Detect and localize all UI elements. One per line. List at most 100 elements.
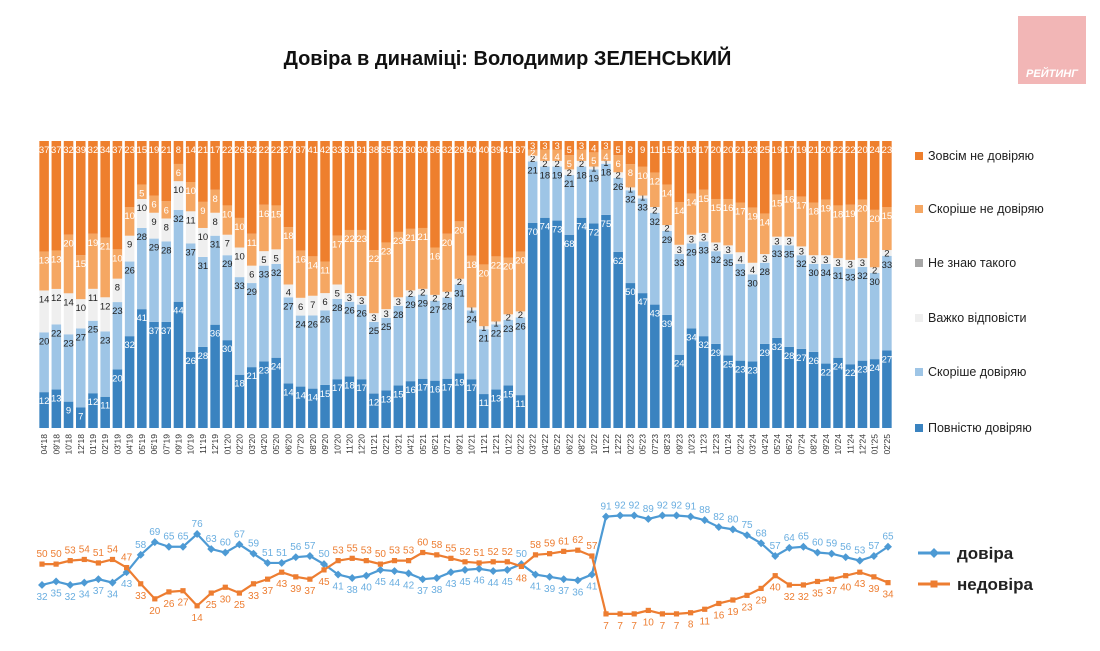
bar-segment (308, 141, 318, 257)
line-value-label: 76 (192, 519, 204, 530)
line-value-label: 44 (389, 578, 401, 589)
distrust-point (490, 559, 496, 565)
bar-segment (857, 141, 868, 200)
bar-segment (344, 141, 355, 230)
bar-segment (588, 141, 599, 153)
line-value-label: 53 (389, 546, 401, 557)
x-tick-label: 05'23 (638, 434, 648, 455)
line-value-label: 63 (206, 534, 218, 545)
bar-value-label: 3 (713, 242, 718, 253)
bar-value-label: 14 (295, 391, 306, 402)
bar-segment (857, 266, 868, 361)
bar-segment (259, 251, 269, 266)
distrust-point (800, 582, 806, 588)
bar-segment (540, 160, 550, 167)
line-value-label: 64 (784, 533, 796, 544)
bar-segment (857, 199, 868, 259)
bar-segment (772, 245, 782, 338)
bar-value-label: 2 (432, 293, 437, 304)
trust-point (235, 540, 244, 549)
bar-value-label: 27 (75, 332, 86, 343)
bar-segment (430, 300, 440, 381)
bar-segment (576, 141, 587, 150)
bar-segment (210, 189, 220, 213)
bar-segment (454, 221, 465, 279)
distrust-point (109, 556, 116, 563)
bar-segment (295, 297, 306, 316)
distrust-point (391, 558, 398, 564)
bar-value-label: 4 (603, 152, 608, 163)
bar-segment (747, 262, 758, 275)
x-tick-label: 11'21 (479, 434, 489, 454)
bar-segment (137, 227, 147, 310)
bar-segment (882, 350, 892, 428)
bar-segment (869, 267, 880, 274)
bar-segment (491, 141, 501, 257)
bar-value-label: 19 (845, 209, 856, 220)
bar-segment (491, 256, 501, 322)
bar-value-label: 2 (542, 159, 547, 170)
bar-segment (393, 297, 404, 306)
line-value-label: 92 (615, 500, 627, 511)
line-value-label: 58 (135, 540, 147, 551)
bar-segment (185, 141, 196, 182)
bar-value-label: 37 (161, 326, 172, 337)
bar-value-label: 29 (759, 348, 770, 359)
bar-segment (405, 141, 416, 229)
bar-value-label: 6 (322, 297, 327, 308)
bar-value-label: 12 (39, 396, 50, 407)
legend-swatch (915, 368, 923, 376)
distrust-point (631, 611, 637, 617)
legend-label: Не знаю такого (928, 256, 1016, 270)
line-value-label: 47 (121, 553, 133, 564)
bar-segment (527, 223, 538, 428)
distrust-point (81, 556, 87, 563)
x-tick-label: 06'22 (564, 434, 574, 455)
bar-segment (283, 227, 294, 285)
distrust-point (673, 611, 680, 617)
bar-segment (210, 235, 220, 325)
bar-segment (63, 401, 74, 428)
bar-segment (527, 141, 538, 150)
bar-segment (88, 288, 98, 321)
bar-value-label: 10 (137, 203, 148, 214)
bar-segment (246, 265, 257, 284)
line-value-label: 37 (262, 586, 274, 597)
bar-segment (674, 244, 685, 254)
bar-segment (100, 237, 110, 298)
bar-segment (124, 141, 135, 208)
bar-segment (344, 376, 355, 428)
bar-value-label: 42 (320, 145, 331, 156)
distrust-point (39, 561, 45, 567)
line-value-label: 41 (586, 582, 598, 593)
trust-point (38, 580, 46, 589)
distrust-point (293, 574, 299, 580)
bar-value-label: 31 (833, 271, 844, 282)
bar-segment (564, 169, 575, 176)
bar-value-label: 3 (701, 233, 706, 244)
bar-segment (246, 233, 257, 266)
bar-segment (503, 257, 514, 315)
bar-value-label: 14 (308, 260, 319, 271)
bar-segment (88, 393, 98, 428)
bar-value-label: 26 (308, 319, 319, 330)
bar-segment (137, 141, 147, 185)
bar-segment (124, 235, 135, 262)
bar-segment (161, 241, 172, 322)
bar-segment (735, 360, 746, 428)
distrust-point (95, 560, 101, 566)
bar-value-label: 15 (772, 198, 783, 209)
bar-value-label: 15 (320, 389, 331, 400)
bar-value-label: 21 (100, 242, 111, 253)
bar-value-label: 29 (405, 300, 416, 311)
bar-value-label: 15 (503, 389, 514, 400)
bar-value-label: 22 (259, 145, 270, 156)
x-tick-label: 11'24 (845, 434, 855, 454)
bar-segment (796, 255, 807, 349)
bar-segment (259, 141, 269, 205)
x-tick-label: 02'24 (735, 434, 745, 455)
distrust-point (758, 585, 764, 592)
bar-segment (161, 321, 172, 428)
bar-segment (466, 379, 477, 428)
bar-value-label: 7 (78, 412, 83, 423)
